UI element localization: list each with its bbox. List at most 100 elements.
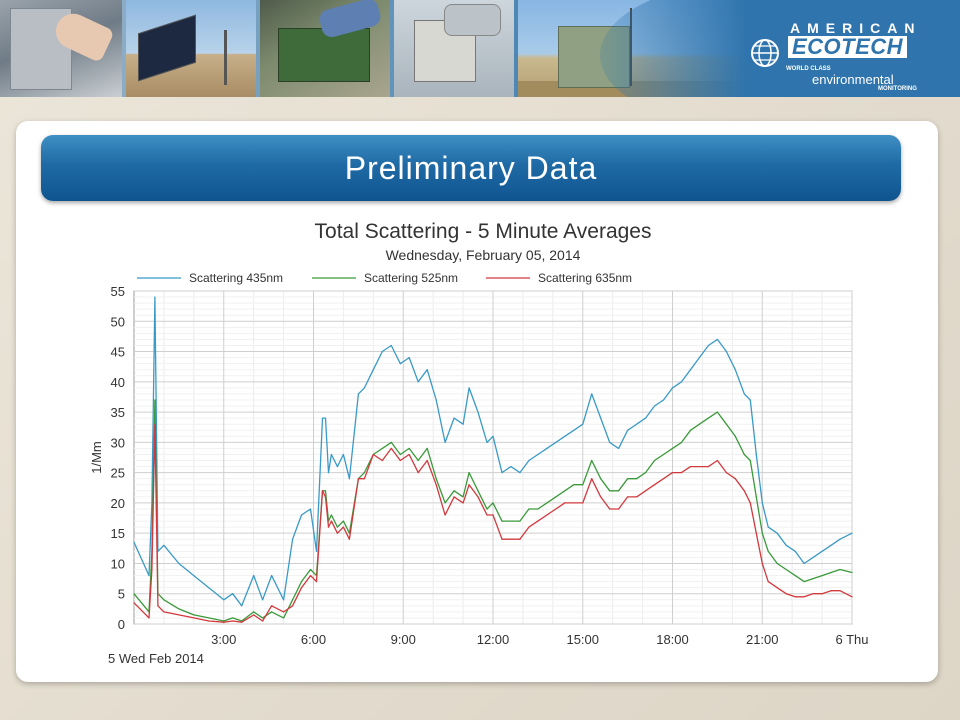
- x-tick-label: 6:00: [301, 632, 326, 647]
- data-point: [725, 423, 727, 425]
- legend-label: Scattering 435nm: [189, 271, 283, 285]
- data-point: [348, 478, 350, 480]
- y-tick-label: 0: [118, 617, 125, 632]
- data-point: [453, 417, 455, 419]
- data-point: [767, 526, 769, 528]
- y-tick-label: 50: [111, 314, 125, 329]
- data-point: [662, 399, 665, 401]
- data-point: [477, 496, 479, 498]
- data-point: [342, 520, 345, 522]
- data-point: [636, 478, 638, 480]
- data-point: [399, 453, 401, 456]
- data-point: [408, 447, 410, 450]
- data-point: [193, 574, 195, 577]
- data-point: [262, 599, 264, 601]
- data-point: [336, 532, 339, 534]
- photo-circuit-board: [260, 0, 390, 97]
- data-point: [662, 453, 665, 456]
- data-point: [462, 423, 464, 425]
- data-point: [680, 441, 683, 443]
- data-point: [363, 478, 365, 480]
- data-point: [803, 596, 805, 598]
- data-point: [426, 447, 428, 450]
- data-point: [282, 617, 285, 619]
- data-point: [486, 441, 488, 443]
- data-point: [193, 614, 195, 616]
- data-point: [555, 441, 557, 443]
- legend-label: Scattering 635nm: [538, 271, 632, 285]
- data-point: [653, 459, 656, 462]
- data-point: [468, 387, 470, 389]
- data-point: [327, 526, 330, 528]
- data-point: [163, 599, 165, 601]
- y-tick-label: 20: [111, 496, 125, 511]
- data-point: [510, 538, 512, 540]
- data-point: [232, 617, 234, 619]
- data-point: [582, 484, 584, 486]
- data-point: [154, 399, 156, 401]
- data-point: [444, 502, 446, 504]
- data-point: [707, 465, 710, 468]
- data-point: [582, 423, 584, 425]
- data-point: [600, 478, 602, 480]
- data-point: [271, 574, 273, 577]
- data-point: [812, 577, 814, 580]
- data-point: [761, 502, 763, 504]
- data-point: [492, 502, 494, 504]
- data-point: [408, 357, 410, 359]
- data-point: [330, 514, 333, 516]
- data-point: [519, 538, 521, 540]
- data-point: [300, 514, 303, 516]
- data-point: [743, 453, 745, 456]
- data-point: [324, 417, 327, 419]
- data-point: [435, 478, 437, 480]
- data-point: [492, 514, 494, 516]
- data-point: [812, 556, 814, 559]
- data-point: [749, 459, 751, 462]
- data-point: [582, 502, 584, 504]
- logo-tagline-3: MONITORING: [878, 86, 917, 92]
- y-tick-label: 10: [111, 556, 125, 571]
- data-point: [309, 508, 312, 510]
- data-point: [546, 502, 548, 504]
- data-point: [743, 393, 745, 395]
- data-point: [734, 478, 736, 480]
- data-point: [324, 490, 327, 492]
- data-point: [776, 532, 778, 534]
- data-point: [573, 484, 575, 486]
- data-point: [154, 423, 156, 425]
- data-point: [627, 478, 629, 480]
- data-point: [399, 459, 401, 462]
- data-point: [725, 350, 727, 353]
- data-point: [336, 465, 339, 468]
- data-point: [208, 617, 210, 619]
- data-point: [492, 435, 494, 437]
- data-point: [357, 478, 359, 480]
- data-point: [223, 620, 225, 622]
- data-point: [342, 526, 345, 528]
- data-point: [330, 453, 333, 456]
- data-point: [315, 550, 318, 552]
- data-point: [644, 417, 647, 419]
- data-point: [444, 514, 446, 516]
- company-logo: AMERICAN ECOTECH WORLD CLASS environment…: [750, 20, 950, 95]
- data-point: [327, 472, 330, 474]
- data-point: [399, 363, 401, 365]
- data-point: [348, 538, 350, 540]
- data-point: [372, 369, 374, 371]
- data-point: [178, 614, 180, 616]
- data-point: [321, 490, 324, 492]
- data-point: [555, 508, 557, 510]
- data-point: [689, 429, 692, 431]
- globe-icon: [751, 39, 779, 67]
- data-point: [363, 387, 365, 389]
- data-point: [282, 611, 285, 613]
- data-point: [468, 484, 470, 486]
- data-point: [767, 550, 769, 552]
- y-tick-label: 5: [118, 587, 125, 602]
- x-origin-label: 5 Wed Feb 2014: [108, 651, 204, 666]
- data-point: [519, 472, 521, 474]
- x-tick-label: 21:00: [746, 632, 779, 647]
- data-point: [600, 496, 602, 498]
